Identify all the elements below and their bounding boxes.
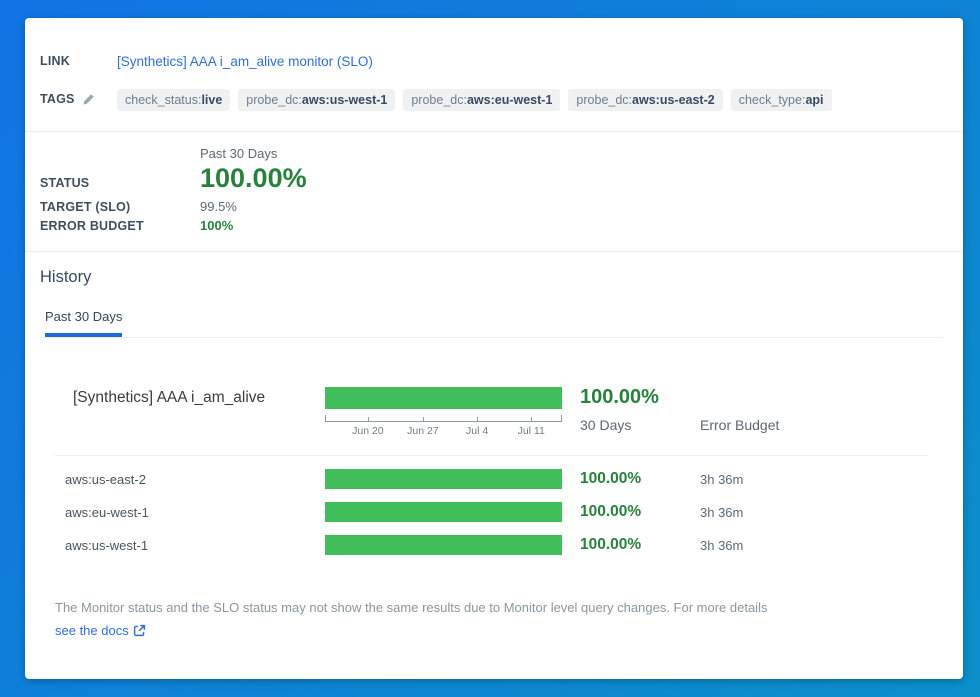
overall-label: [Synthetics] AAA i_am_alive	[73, 388, 266, 406]
group-row: aws:us-east-2 100.00% 3h 36m	[40, 469, 943, 489]
group-label: aws:us-east-2	[65, 471, 146, 487]
axis-tick-label: Jun 20	[352, 425, 384, 437]
history-tabbar: Past 30 Days	[40, 309, 943, 338]
tags-row: TAGS check_status:live probe_dc:aws:us-w…	[40, 89, 943, 111]
group-error-budget: 3h 36m	[700, 537, 744, 553]
edit-tags-pencil-icon[interactable]	[82, 93, 95, 106]
status-section: Past 30 Days STATUS 100.00% TARGET (SLO)…	[25, 132, 963, 251]
group-uptime-bar[interactable]	[325, 502, 562, 522]
group-row: aws:us-west-1 100.00% 3h 36m	[40, 535, 943, 555]
tab-past-30-days[interactable]: Past 30 Days	[45, 309, 123, 337]
group-rows: aws:us-east-2 100.00% 3h 36m aws:eu-west…	[40, 469, 943, 555]
meta-section: LINK [Synthetics] AAA i_am_alive monitor…	[25, 18, 963, 111]
divider	[25, 131, 963, 132]
group-uptime-value: 100.00%	[580, 470, 642, 487]
tags-list: check_status:live probe_dc:aws:us-west-1…	[117, 89, 832, 111]
target-slo-value: 99.5%	[200, 199, 237, 214]
footer-note: The Monitor status and the SLO status ma…	[40, 555, 943, 640]
error-budget-value: 100%	[200, 218, 234, 233]
period-column-label: 30 Days	[580, 417, 632, 433]
history-title: History	[40, 268, 92, 286]
tags-label: TAGS	[40, 92, 75, 106]
axis-tick-label: Jul 4	[466, 425, 489, 437]
group-uptime-bar[interactable]	[325, 469, 562, 489]
time-axis: Jun 20 Jun 27 Jul 4 Jul 11	[325, 415, 562, 441]
link-row: LINK [Synthetics] AAA i_am_alive monitor…	[40, 51, 943, 69]
group-uptime-value: 100.00%	[580, 503, 642, 520]
error-budget-column-header: Error Budget	[700, 417, 780, 433]
overall-uptime-value: 100.00%	[580, 386, 659, 408]
axis-tick-label: Jun 27	[407, 425, 439, 437]
status-label: STATUS	[40, 176, 90, 190]
group-uptime-bar[interactable]	[325, 535, 562, 555]
axis-row: Jun 20 Jun 27 Jul 4 Jul 11 30 Days Error…	[40, 415, 943, 441]
group-row: aws:eu-west-1 100.00% 3h 36m	[40, 502, 943, 522]
see-the-docs-link[interactable]: see the docs	[55, 623, 146, 638]
target-slo-label: TARGET (SLO)	[40, 200, 131, 214]
tag-pill[interactable]: probe_dc:aws:us-west-1	[238, 89, 396, 111]
history-section: History Past 30 Days [Synthetics] AAA i_…	[25, 252, 963, 640]
status-value: 100.00%	[200, 163, 307, 193]
monitor-link[interactable]: [Synthetics] AAA i_am_alive monitor (SLO…	[117, 54, 373, 69]
group-uptime-value: 100.00%	[580, 536, 642, 553]
group-label: aws:eu-west-1	[65, 504, 149, 520]
link-label: LINK	[40, 54, 70, 68]
tag-pill[interactable]: check_status:live	[117, 89, 231, 111]
rows-separator	[55, 455, 928, 456]
external-link-icon	[133, 624, 145, 637]
group-error-budget: 3h 36m	[700, 471, 744, 487]
tag-pill[interactable]: probe_dc:aws:eu-west-1	[403, 89, 561, 111]
overall-row: [Synthetics] AAA i_am_alive 100.00%	[40, 386, 943, 409]
axis-tick-label: Jul 11	[517, 425, 545, 437]
tag-pill[interactable]: probe_dc:aws:us-east-2	[568, 89, 723, 111]
overall-uptime-bar[interactable]	[325, 386, 562, 409]
slo-detail-card: LINK [Synthetics] AAA i_am_alive monitor…	[25, 18, 963, 679]
status-period-label: Past 30 Days	[200, 146, 278, 161]
monitor-status-note: The Monitor status and the SLO status ma…	[55, 600, 768, 615]
group-error-budget: 3h 36m	[700, 504, 744, 520]
divider	[25, 251, 963, 252]
error-budget-label: ERROR BUDGET	[40, 219, 144, 233]
group-label: aws:us-west-1	[65, 537, 149, 553]
tag-pill[interactable]: check_type:api	[730, 89, 832, 111]
slo-history-chart: [Synthetics] AAA i_am_alive 100.00%	[40, 338, 943, 555]
